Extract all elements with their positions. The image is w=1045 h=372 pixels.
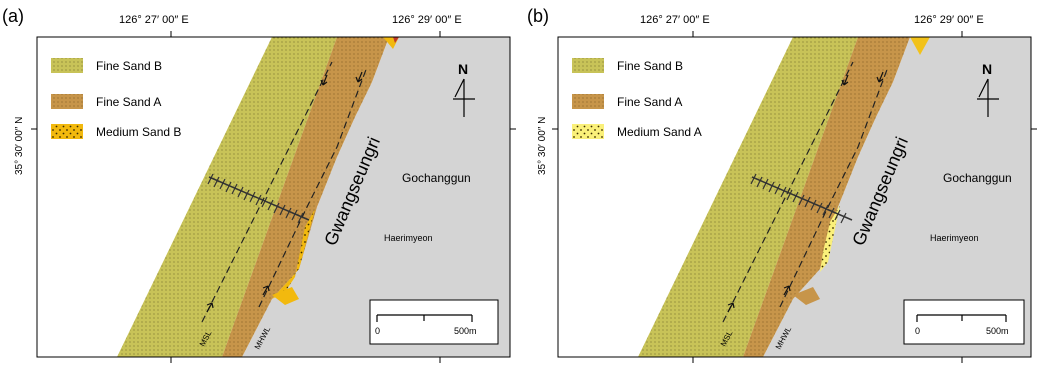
panel-a-place-small: Haerimyeon [384, 233, 433, 243]
panel-b-land [763, 37, 1031, 357]
panel-a-scale-end: 500m [454, 326, 477, 336]
panel-a-scale-zero: 0 [375, 326, 380, 336]
panel-a: (a) 126° 27′ 00″ E 126° 29′ 00″ E 35° 30… [2, 6, 516, 363]
panel-a-coord-left: 126° 27′ 00″ E [119, 14, 189, 26]
panel-a-north-arrow: N [453, 61, 475, 117]
panel-b-north-label: N [982, 61, 992, 77]
panel-a-arrow-mhwl-down [355, 71, 363, 83]
panel-b-legend-label-1: Fine Sand B [617, 59, 683, 73]
panel-a-arrow-msl-down [320, 74, 328, 86]
panel-a-legend: Fine Sand B Fine Sand A Medium Sand B [51, 58, 181, 139]
panel-a-transect-ticks [207, 173, 304, 224]
panel-a-coord-right: 126° 29′ 00″ E [392, 14, 462, 26]
panel-b-spit [793, 287, 820, 305]
panel-b-north-arrow: N [977, 61, 999, 117]
panel-b-transect-ticks [750, 173, 847, 224]
panel-b-mhwl-line [779, 66, 889, 308]
panel-a-legend-label-2: Fine Sand A [96, 95, 161, 109]
panel-b-scale-zero: 0 [915, 326, 920, 336]
panel-a-arrow-msl-up [206, 302, 214, 313]
panel-b-top-patch [910, 37, 930, 55]
panel-a-legend-label-1: Fine Sand B [96, 59, 162, 73]
panel-b-coord-right: 126° 29′ 00″ E [914, 14, 984, 26]
panel-b-scale-end: 500m [986, 326, 1009, 336]
panel-a-scale-bar: 0 500m [369, 299, 499, 345]
panel-b-frame [557, 36, 1032, 358]
panel-b-legend-label-3: Medium Sand A [617, 125, 702, 139]
panel-a-lat-label: 35° 30′ 00″ N [14, 117, 25, 175]
panel-b-arrow-msl-up [727, 302, 735, 313]
panel-b-arrow-mhwl-down [876, 71, 884, 83]
panel-b-coord-left: 126° 27′ 00″ E [640, 14, 710, 26]
panel-b-legend: Fine Sand B Fine Sand A Medium Sand A [572, 58, 702, 139]
panel-b-place-small: Haerimyeon [930, 233, 979, 243]
panel-a-tag: (a) [2, 6, 24, 26]
panel-b-tag: (b) [527, 6, 549, 26]
panel-b-arrow-mhwl-up [783, 285, 791, 296]
panel-a-legend-label-3: Medium Sand B [96, 125, 181, 139]
panel-a-spit [272, 287, 299, 305]
panel-a-mhwl-line [258, 66, 368, 308]
panel-a-land [242, 37, 510, 357]
panel-a-place-region: Gochanggun [402, 171, 471, 185]
panel-b-place-region: Gochanggun [943, 171, 1012, 185]
panel-a-north-label: N [458, 61, 468, 77]
panel-b-lat-label: 35° 30′ 00″ N [537, 117, 548, 175]
panel-a-arrow-mhwl-up [262, 285, 270, 296]
panel-a-frame [36, 36, 511, 358]
panel-b-arrow-msl-down [841, 74, 849, 86]
panel-b-scale-bar: 0 500m [903, 299, 1025, 345]
panel-a-msl-line [201, 61, 333, 323]
panel-b-legend-label-2: Fine Sand A [617, 95, 682, 109]
panel-b: (b) 126° 27′ 00″ E 126° 29′ 00″ E 35° 30… [527, 6, 1037, 363]
